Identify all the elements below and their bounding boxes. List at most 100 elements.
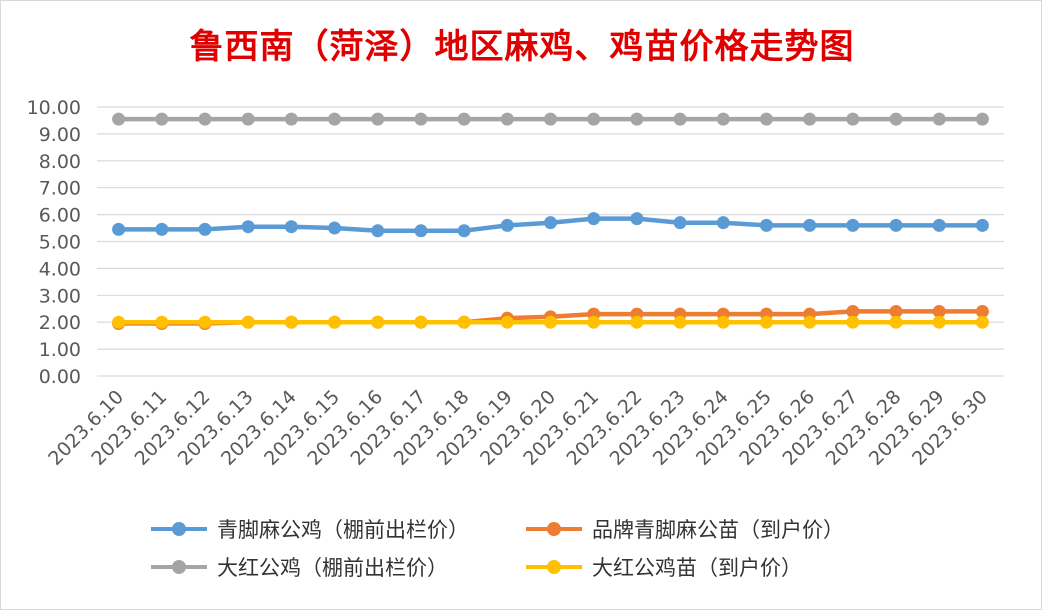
data-point: [630, 112, 644, 126]
data-point: [284, 112, 298, 126]
data-point: [457, 224, 471, 238]
data-point: [155, 112, 169, 126]
data-point: [371, 224, 385, 238]
data-point: [198, 112, 212, 126]
data-point: [975, 218, 989, 232]
data-point: [716, 216, 730, 230]
legend-swatch: [151, 557, 207, 577]
data-point: [328, 112, 342, 126]
y-tick-label: 7.00: [39, 178, 81, 200]
y-tick-label: 5.00: [39, 232, 81, 254]
data-point: [112, 112, 126, 126]
data-point: [198, 315, 212, 329]
data-point: [155, 315, 169, 329]
data-point: [284, 315, 298, 329]
data-point: [975, 304, 989, 318]
legend-item-gray[interactable]: 大红公鸡（棚前出栏价）: [151, 547, 448, 587]
data-point: [328, 315, 342, 329]
legend-marker: [172, 560, 186, 574]
data-point: [587, 212, 601, 226]
data-point: [112, 315, 126, 329]
y-tick-label: 8.00: [39, 151, 81, 173]
data-point: [328, 221, 342, 235]
data-point: [241, 220, 255, 234]
legend-marker: [547, 522, 561, 536]
legend-swatch: [151, 519, 207, 539]
y-tick-label: 0.00: [39, 366, 81, 388]
y-tick-label: 9.00: [39, 124, 81, 146]
legend-swatch: [526, 557, 582, 577]
data-point: [975, 112, 989, 126]
data-point: [975, 315, 989, 329]
data-point: [414, 315, 428, 329]
data-point: [759, 315, 773, 329]
data-point: [241, 112, 255, 126]
legend-label: 大红公鸡苗（到户价）: [592, 556, 802, 580]
data-point: [241, 315, 255, 329]
data-point: [846, 315, 860, 329]
data-point: [544, 315, 557, 329]
chart-title: 鲁西南（菏泽）地区麻鸡、鸡苗价格走势图: [189, 27, 855, 67]
gridlines: [97, 106, 1004, 377]
legend-label: 青脚麻公鸡（棚前出栏价）: [217, 518, 469, 542]
data-point: [500, 112, 514, 126]
x-axis-ticks: 2023.6.102023.6.112023.6.122023.6.132023…: [44, 386, 992, 470]
y-tick-label: 3.00: [39, 285, 81, 307]
y-tick-label: 2.00: [39, 312, 81, 334]
data-point: [846, 112, 860, 126]
series-group: [112, 112, 989, 331]
data-point: [587, 315, 601, 329]
data-point: [803, 315, 817, 329]
data-point: [889, 315, 903, 329]
data-point: [889, 218, 903, 232]
data-point: [630, 212, 644, 226]
data-point: [630, 315, 644, 329]
data-point: [759, 218, 773, 232]
data-point: [932, 304, 946, 318]
data-point: [673, 112, 687, 126]
data-point: [932, 315, 946, 329]
data-point: [500, 315, 514, 329]
data-point: [112, 222, 126, 236]
legend: 青脚麻公鸡（棚前出栏价） 品牌青脚麻公苗（到户价） 大红公鸡（棚前出栏价） 大红…: [151, 509, 911, 599]
data-point: [284, 220, 298, 234]
data-point: [889, 304, 903, 318]
series-a5a5a5: [112, 112, 989, 126]
data-point: [759, 112, 773, 126]
y-axis-ticks: 0.00 1.00 2.00 3.00 4.00 5.00 6.00 7.00 8.00 9.00…: [27, 97, 81, 388]
data-point: [846, 304, 860, 318]
legend-marker: [547, 560, 561, 574]
series-5b9bd5: [112, 212, 989, 238]
data-point: [932, 112, 946, 126]
data-point: [155, 222, 169, 236]
legend-label: 大红公鸡（棚前出栏价）: [217, 556, 448, 580]
data-point: [371, 315, 385, 329]
data-point: [544, 112, 557, 126]
data-point: [932, 218, 946, 232]
legend-swatch: [526, 519, 582, 539]
y-tick-label: 6.00: [39, 205, 81, 227]
legend-item-blue[interactable]: 青脚麻公鸡（棚前出栏价）: [151, 509, 469, 549]
data-point: [500, 218, 514, 232]
data-point: [846, 218, 860, 232]
legend-item-orange[interactable]: 品牌青脚麻公苗（到户价）: [526, 509, 844, 549]
data-point: [803, 218, 817, 232]
series-ffc000: [112, 315, 989, 329]
data-point: [414, 112, 428, 126]
legend-marker: [172, 522, 186, 536]
data-point: [803, 112, 817, 126]
y-tick-label: 4.00: [39, 258, 81, 280]
legend-item-yellow[interactable]: 大红公鸡苗（到户价）: [526, 547, 802, 587]
data-point: [544, 216, 557, 230]
data-point: [673, 216, 687, 230]
data-point: [457, 315, 471, 329]
data-point: [716, 315, 730, 329]
data-point: [587, 112, 601, 126]
y-tick-label: 10.00: [27, 97, 81, 119]
data-point: [457, 112, 471, 126]
data-point: [414, 224, 428, 238]
data-point: [198, 222, 212, 236]
data-point: [673, 315, 687, 329]
